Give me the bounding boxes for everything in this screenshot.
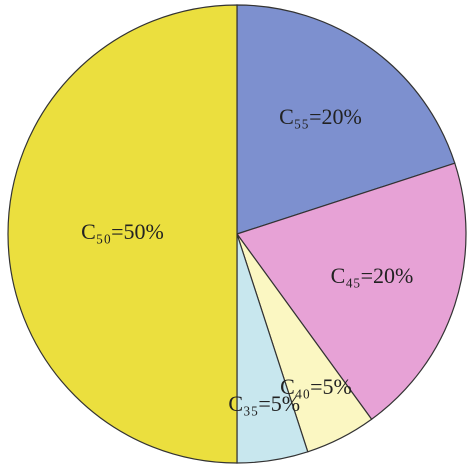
slice-label: C₅₅=20% — [279, 104, 362, 129]
pie-slice — [7, 4, 238, 464]
pie-slice — [236, 4, 456, 235]
slice-label: C₄₀=5% — [280, 374, 352, 399]
pie-slice — [236, 162, 467, 421]
slice-label: C₃₅=5% — [228, 391, 300, 416]
slice-label: C₄₅=20% — [331, 263, 414, 288]
slice-label: C₅₀=50% — [81, 219, 164, 244]
